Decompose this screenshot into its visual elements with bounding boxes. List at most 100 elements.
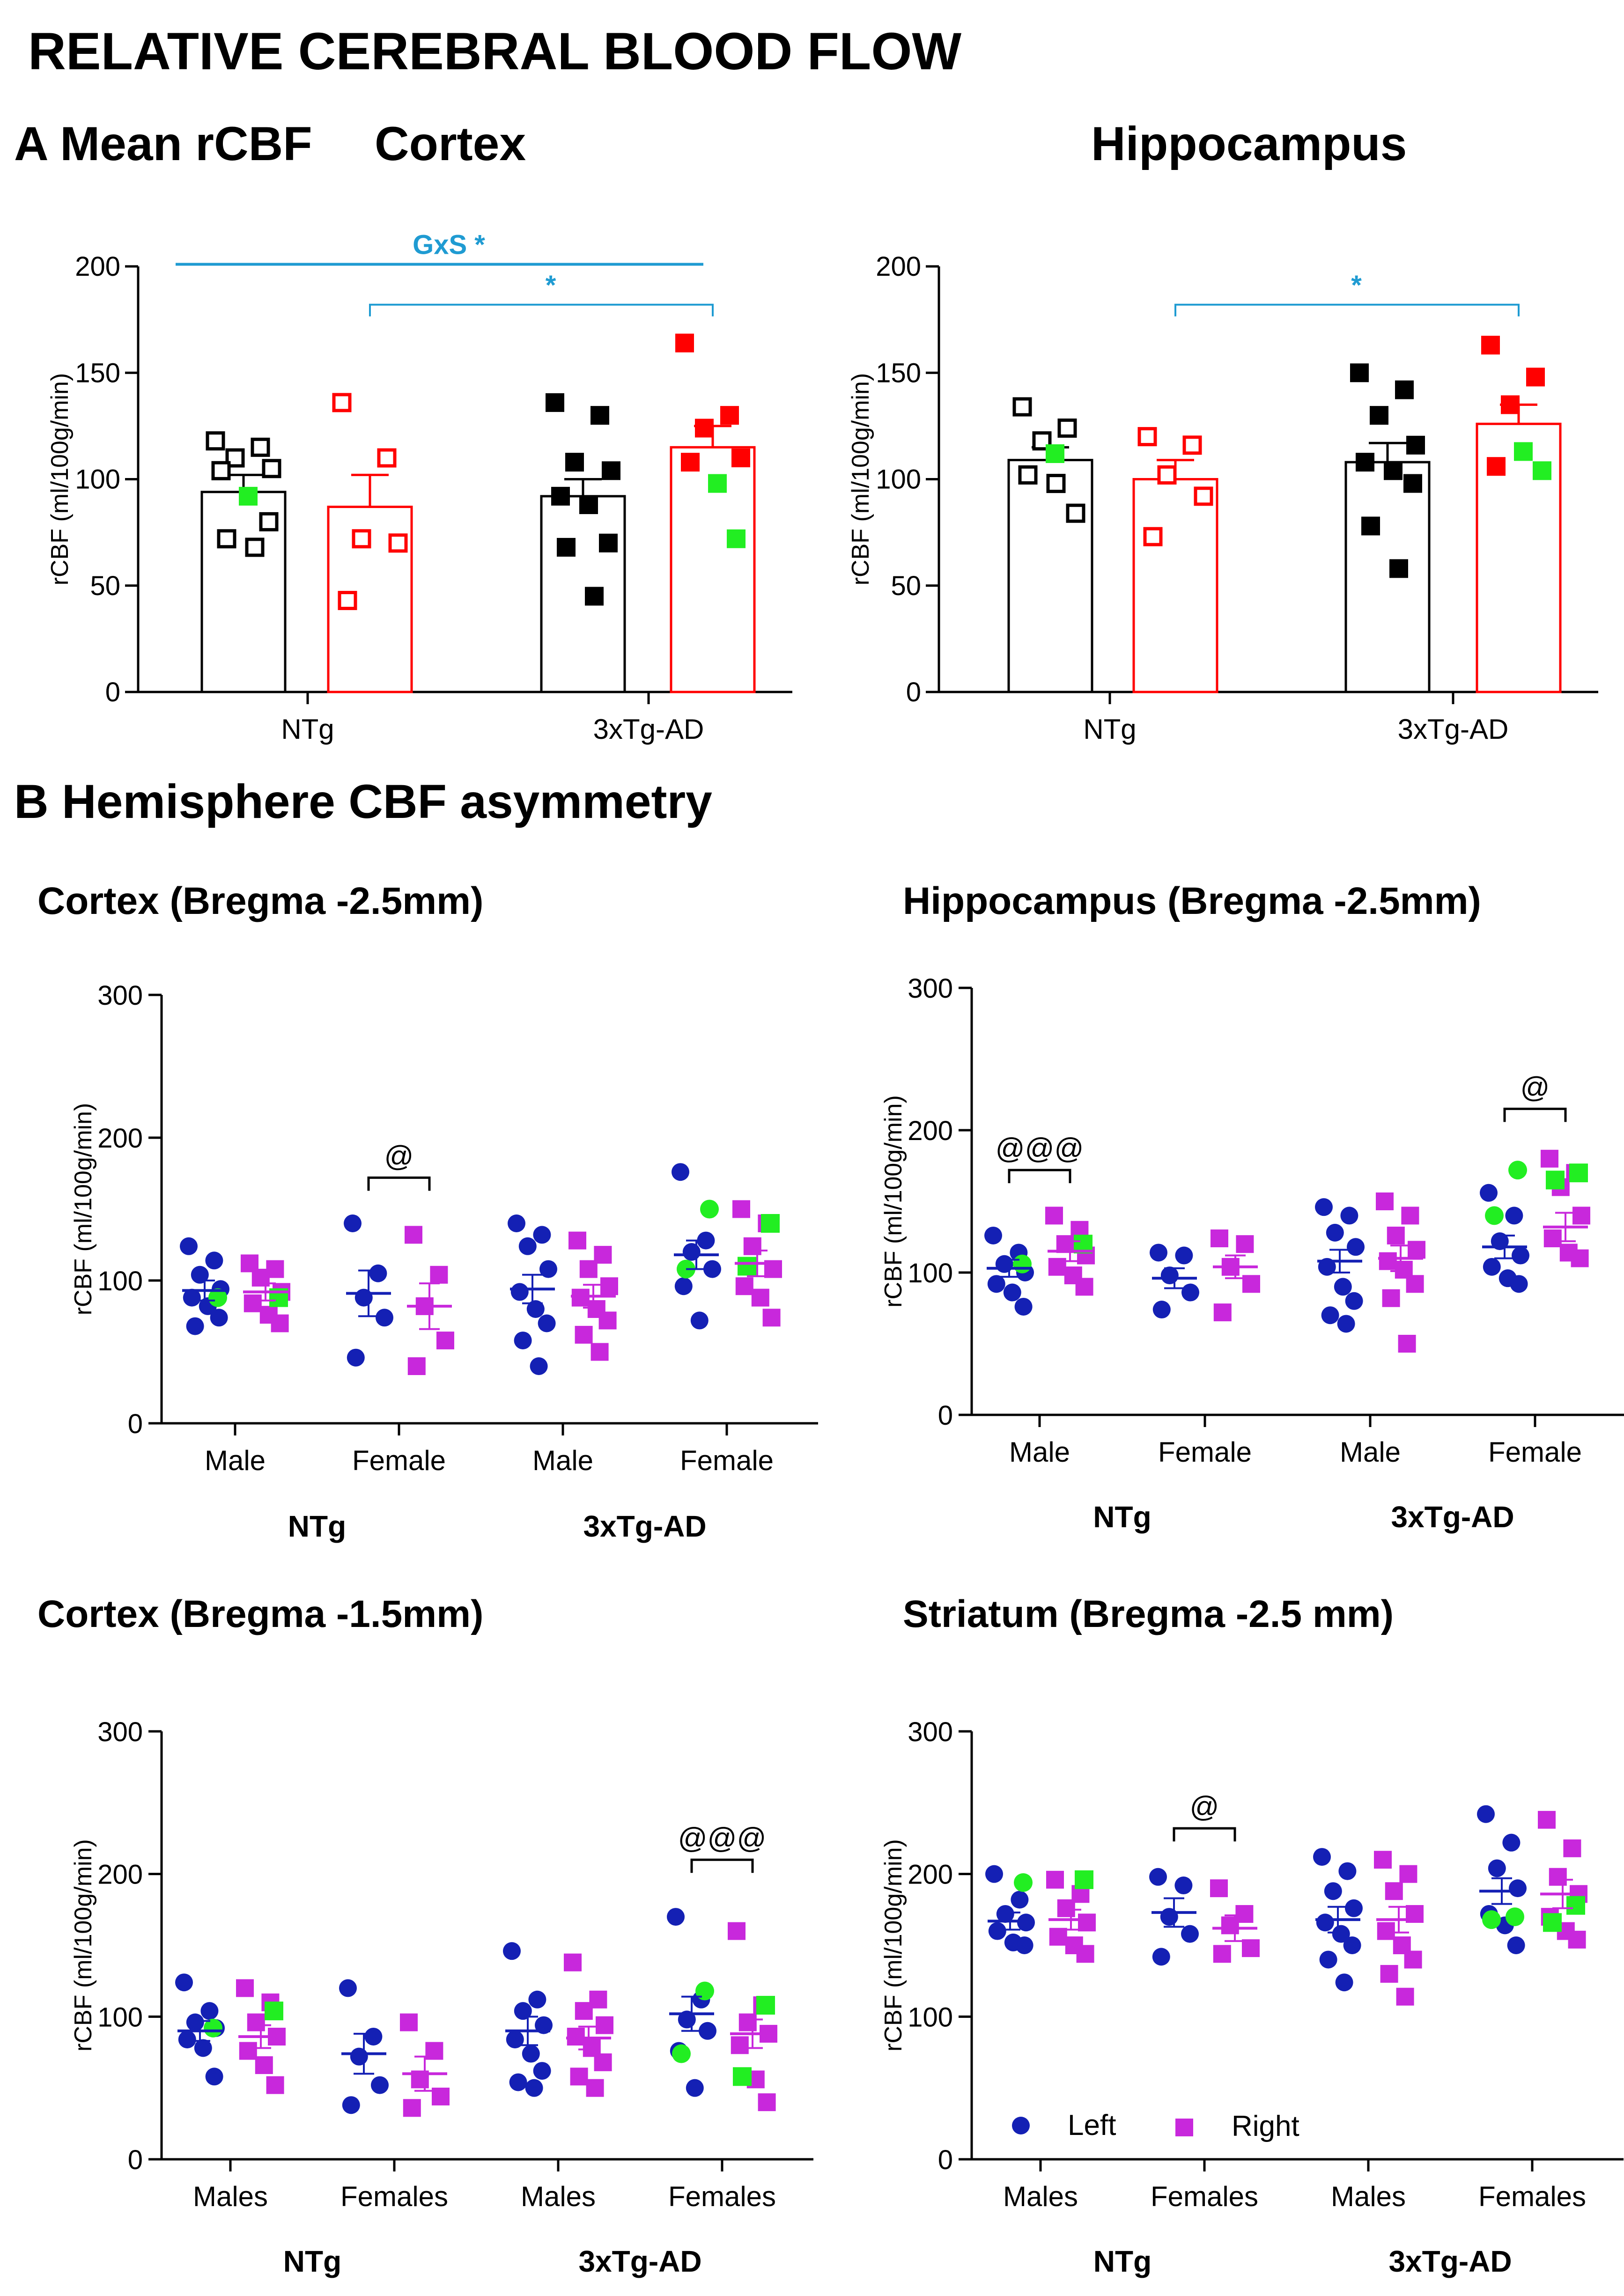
data-point-right [1049,1928,1067,1946]
data-point-green [1506,1907,1524,1927]
data-point-right [732,1200,750,1218]
y-tick-label: 100 [97,2002,143,2032]
data-point-left [1343,1936,1361,1954]
data-point-green [1566,1896,1585,1915]
data-point-green [672,2044,691,2063]
data-point-left [533,1226,551,1244]
bar [1132,478,1218,693]
y-axis-label: rCBF (ml/100g/min) [46,373,74,586]
data-point-left [1507,1936,1525,1954]
data-point-left [354,1288,373,1307]
data-point-left [1334,1278,1352,1296]
data-point [1361,516,1380,536]
data-point-right [575,1325,593,1344]
y-axis-label: rCBF (ml/100g/min) [847,373,874,586]
x-tick-label: 3xTg-AD [1398,714,1509,745]
y-tick-label: 300 [908,1717,953,1747]
data-point-green [1569,1163,1588,1183]
data-point-left [205,2068,223,2086]
data-point-green [1013,1254,1032,1273]
data-point [1370,406,1388,425]
data-point-green [695,1981,714,2001]
significance-label: * [1351,270,1362,301]
x-tick-label: Females [340,2181,448,2212]
y-tick-label: 100 [908,1258,953,1288]
data-point-right [430,1266,448,1284]
genotype-label: NTg [1093,1500,1151,1534]
data-point-left [1150,1244,1167,1262]
significance-bracket [1174,303,1520,316]
data-point-right [751,1288,769,1307]
data-point [1501,395,1520,414]
data-point [546,393,564,412]
data-point-left [533,2062,551,2080]
data-point [262,459,281,478]
bar [1344,461,1431,693]
data-point-left [1324,1882,1342,1900]
data-point-right [1401,1207,1419,1225]
data-point-left [522,2045,540,2063]
data-point-right [728,1922,746,1940]
y-axis-label: rCBF (ml/100g/min) [70,1103,97,1316]
data-point-right [1236,1235,1254,1253]
data-point-left [1335,1973,1353,1992]
data-point-green [761,1214,780,1233]
significance-label: @@@ [996,1133,1084,1165]
data-point-right [571,1288,590,1307]
data-point-left [369,1264,387,1282]
data-point-right [1549,1868,1567,1886]
y-axis-label: rCBF (ml/100g/min) [70,1839,97,2052]
data-point [695,419,714,438]
data-point-left [538,1314,556,1332]
data-point-left [339,1979,357,1997]
genotype-label: NTg [283,2244,341,2278]
y-tick-label: 150 [876,358,921,388]
data-point [251,437,270,457]
data-point-right [567,2027,585,2046]
data-point-green [1543,1913,1562,1932]
data-point-right [1572,1207,1590,1225]
x-tick-label: Males [193,2181,268,2212]
data-point-right [403,2099,421,2117]
y-tick-label: 0 [938,2145,953,2175]
y-tick-label: 0 [906,677,921,707]
data-point-right [1221,1916,1239,1935]
data-point [217,529,236,549]
data-point [377,448,397,468]
data-point-left [995,1255,1013,1273]
x-tick-label: Males [1331,2181,1406,2212]
data-point-right [1213,1945,1231,1963]
data-point [1157,465,1177,485]
data-point-left [526,1300,545,1318]
data-point-left [1345,1292,1363,1310]
data-point-left [1332,1925,1350,1943]
data-point-left [186,1317,204,1335]
chart-title: Cortex (Bregma -1.5mm) [37,1593,483,1635]
data-point-right [570,2068,588,2086]
data-point-right [255,2056,273,2074]
data-point-left [186,2013,204,2031]
bar [540,495,626,693]
data-point-left [1011,1891,1029,1909]
data-point-right [1398,1335,1416,1353]
y-tick-label: 200 [908,1116,953,1146]
data-point-right [1075,1278,1093,1296]
data-point-right [1404,1950,1422,1969]
data-point-green [700,1200,719,1219]
chart-title: Cortex [375,117,526,170]
data-point-left [180,1237,198,1255]
x-tick-label: Female [1488,1436,1582,1468]
genotype-label: 3xTg-AD [583,1509,706,1543]
data-point-right [1568,1930,1586,1949]
data-point-left [1347,1238,1365,1256]
data-point [1066,503,1085,523]
data-point-left [347,1348,365,1367]
data-point [352,529,371,549]
data-point [1356,453,1374,472]
data-point [585,587,604,606]
data-point-right [1213,1303,1232,1322]
data-point [1395,380,1414,399]
data-point-left [371,2076,389,2094]
data-point [245,537,265,557]
data-point [206,431,225,451]
